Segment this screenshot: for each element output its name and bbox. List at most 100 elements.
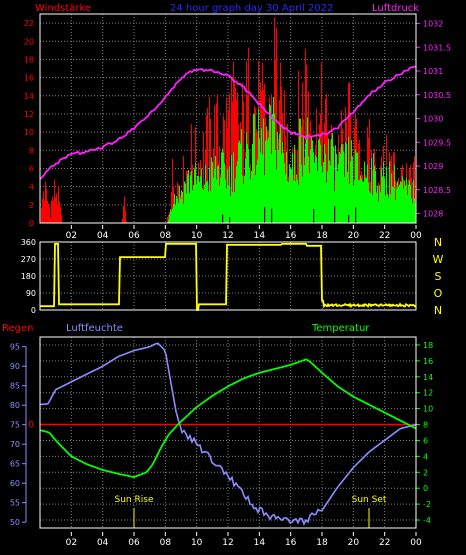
wind-gust-bar [404,180,405,223]
wind-gust-bar [400,181,401,223]
wind-gust-bar [308,156,309,223]
wind-gust-bar [371,158,372,223]
pressure-tick-label: 1028.5 [423,186,451,195]
wind-gust-bar [194,168,195,223]
wind-strength-bar [49,207,50,223]
humidity-tick-label: 60 [10,479,20,488]
wind-gust-bar [360,175,361,223]
wind-gust-bar [372,195,373,223]
time-tick-label: 22 [379,538,390,548]
wind-gust-bar [193,185,194,223]
wind-gust-bar [217,166,218,223]
wind-gust-bar [224,163,225,223]
wind-gust-bar [171,211,172,223]
calm-bar [222,214,224,223]
wind-tick-label: 6 [29,164,34,173]
wind-gust-bar [394,164,395,223]
wind-gust-bar [344,176,345,223]
wind-strength-bar [51,201,52,223]
wind-gust-bar [320,144,321,223]
humidity-tick-label: 50 [10,518,20,527]
wind-gust-bar [283,152,284,223]
time-tick-label: 14 [254,538,266,548]
temperature-tick-label: -2 [423,500,431,509]
wind-strength-bar [122,218,123,223]
wind-strength-bar [284,90,285,224]
wind-gust-bar [353,185,354,223]
temperature-axis-title: Temperatur [311,323,370,334]
wind-gust-bar [208,191,209,223]
time-tick-label: 20 [348,231,360,241]
humidity-tick-label: 85 [10,382,20,391]
wind-strength-bar [216,103,217,223]
wind-gust-bar [397,181,398,223]
wind-strength-bar [124,196,125,223]
wind-gust-bar [258,109,259,223]
wind-gust-bar [231,155,232,223]
wind-gust-bar [211,157,212,223]
humidity-tick-label: 90 [10,362,20,371]
wind-gust-bar [352,156,353,223]
wind-gust-bar [386,167,387,223]
wind-gust-bar [199,181,200,223]
wind-gust-bar [238,142,239,223]
wind-strength-bar [58,186,59,223]
wind-strength-bar [231,77,232,223]
wind-strength-bar [59,201,60,223]
wind-tick-label: 10 [24,128,34,137]
wind-gust-bar [318,139,319,223]
rain-tick-label: 0 [28,421,34,431]
humidity-tick-label: 75 [10,421,20,430]
wind-gust-bar [209,167,210,223]
wind-gust-bar [297,179,298,223]
wind-gust-bar [230,196,231,223]
pressure-line [39,65,417,180]
wind-gust-bar [249,167,250,223]
wind-gust-bar [296,174,297,223]
wind-gust-bar [221,152,222,223]
wind-gust-bar [337,170,338,223]
wind-tick-label: 20 [24,37,34,46]
wind-direction-line [40,242,417,311]
wind-gust-bar [336,154,337,223]
wind-gust-bar [253,114,254,223]
wind-gust-bar [329,160,330,223]
wind-strength-bar [369,118,370,223]
wind-gust-bar [188,169,189,223]
wind-gust-bar [376,192,377,223]
wind-gust-bar [387,194,388,223]
wind-gust-bar [288,182,289,223]
wind-gust-bar [321,166,322,223]
wind-gust-bar [398,186,399,223]
wind-strength-bar [255,108,256,223]
wind-gust-bar [241,129,242,223]
wind-gust-bar [319,138,320,223]
wind-gust-bar [243,183,244,223]
wind-gust-bar [332,132,333,223]
wind-tick-label: 2 [29,201,34,210]
pressure-tick-label: 1032 [423,20,443,29]
temperature-tick-label: 0 [423,484,428,493]
wind-gust-bar [327,171,328,223]
wind-gust-bar [351,140,352,223]
wind-gust-bar [411,198,412,223]
wind-strength-bar [126,221,127,223]
temperature-tick-label: 4 [423,452,428,461]
wind-gust-bar [412,203,413,223]
pressure-tick-label: 1031.5 [423,43,451,52]
time-tick-label: 04 [97,538,109,548]
wind-gust-bar [239,140,240,223]
wind-gust-bar [247,143,248,223]
wind-pressure-panel: 024681012141618202210281028.510291029.51… [24,13,451,241]
wind-gust-bar [414,198,415,223]
wind-strength-bar [55,197,56,223]
wind-gust-bar [388,197,389,223]
time-tick-label: 00 [410,538,422,548]
temperature-tick-label: 10 [423,405,433,414]
wind-strength-bar [302,82,303,223]
wind-strength-bar [42,198,43,223]
wind-gust-bar [271,153,272,223]
wind-gust-bar [311,136,312,223]
wind-gust-bar [274,113,275,223]
wind-gust-bar [369,191,370,223]
